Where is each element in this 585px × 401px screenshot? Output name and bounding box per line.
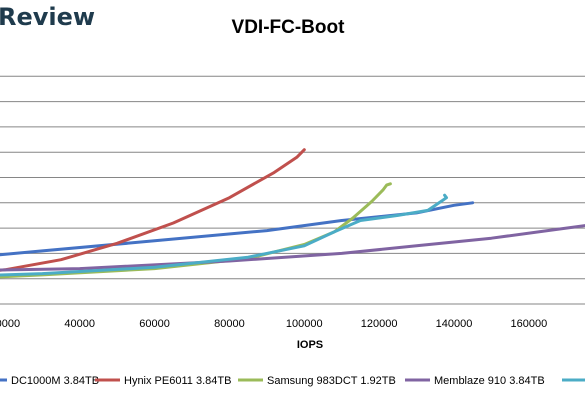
series-line [0,201,475,257]
x-tick-label: 60000 [139,318,170,330]
chart-title: VDI-FC-Boot [232,17,346,38]
x-tick-label: 80000 [214,318,245,330]
x-tick-label: 140000 [436,318,473,330]
series-line [0,224,585,272]
x-axis-label: IOPS [297,339,323,351]
legend-label: Samsung 983DCT 1.92TB [267,375,396,387]
series-line [0,193,448,277]
x-tick-labels: 20000 40000 60000 80000 100000 120000 140000 16… [0,318,547,330]
legend-label: DC1000M 3.84TB [11,375,99,387]
legend: DC1000M 3.84TB Hynix PE6011 3.84TB Samsung… [0,375,585,387]
series-lines [0,148,585,279]
series-line [0,148,306,272]
legend-label: Memblaze 910 3.84TB [434,375,545,387]
x-tick-label: 160000 [510,318,547,330]
x-tick-label: 40000 [64,318,95,330]
brand-text: Review [0,3,95,31]
x-tick-label: 100000 [286,318,323,330]
x-tick-label: 120000 [361,318,398,330]
legend-label: Hynix PE6011 3.84TB [124,375,231,387]
gridlines [0,75,585,305]
x-tick-label: 20000 [0,318,20,330]
